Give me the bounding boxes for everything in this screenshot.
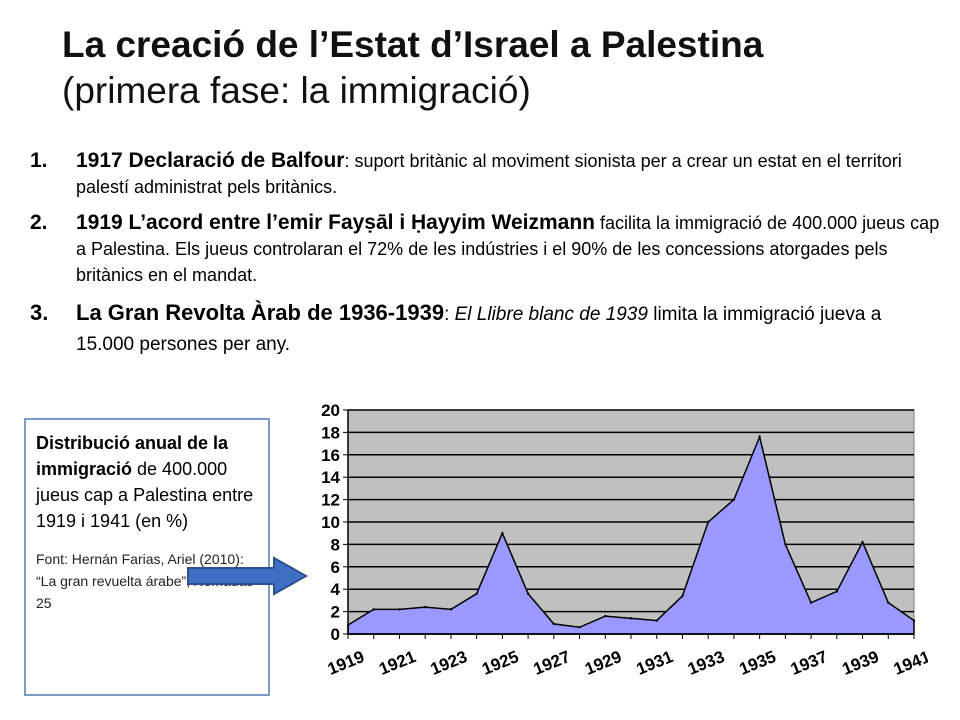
caption-heading: Distribució anual de la immigració (36, 433, 229, 479)
data-point (526, 592, 530, 595)
y-tick-label: 18 (321, 423, 340, 442)
y-tick-label: 6 (331, 558, 340, 577)
data-point (604, 614, 607, 618)
immigration-area-chart: 0 2 4 6 8 10 12 14 16 18 20 1919 1921 1923 1925 1927 192… (321, 401, 928, 679)
y-tick-label: 4 (331, 580, 341, 599)
x-tick-label: 1923 (428, 647, 470, 679)
point-number: 1. (30, 149, 48, 172)
x-tick-label: 1939 (839, 647, 881, 679)
point-heading: La Gran Revolta Àrab de 1936-1939 (76, 300, 445, 325)
y-tick-label: 14 (321, 468, 340, 487)
slide-title: La creació de l’Estat d’Israel a Palesti… (62, 22, 942, 114)
x-tick-label: 1919 (325, 647, 367, 679)
x-tick-label: 1931 (634, 647, 676, 679)
point-heading: 1919 L’acord entre l’emir Fayṣāl i Ḥayyi… (76, 211, 596, 234)
data-point (784, 543, 787, 546)
data-point (398, 608, 401, 611)
data-point (809, 601, 813, 604)
x-tick-label: 1933 (685, 647, 727, 679)
data-point (732, 498, 736, 501)
point-balfour: 1. 1917 Declaració de Balfour: suport br… (30, 148, 940, 200)
data-point (681, 594, 684, 598)
x-tick-label: 1935 (736, 647, 778, 679)
chart-caption-box: Distribució anual de la immigració de 40… (24, 418, 270, 696)
x-tick-label: 1929 (582, 647, 624, 679)
point-arab-revolt: 3. La Gran Revolta Àrab de 1936-1939: El… (30, 298, 940, 360)
immigration-series-area (347, 434, 915, 635)
data-point (372, 608, 375, 611)
data-point (449, 608, 453, 611)
key-points-list: 1. 1917 Declaració de Balfour: suport br… (30, 148, 940, 370)
data-point (706, 520, 710, 524)
y-tick-label: 16 (321, 446, 340, 465)
x-tick-label: 1921 (376, 647, 418, 679)
white-paper-title: El Llibre blanc de 1939 (454, 304, 648, 325)
point-text: : suport britànic al moviment sionista p… (76, 151, 902, 197)
point-number: 3. (30, 300, 49, 325)
x-tick-label: 1925 (479, 647, 521, 679)
y-tick-label: 8 (331, 535, 340, 554)
title-main: La creació de l’Estat d’Israel a Palesti… (62, 24, 764, 65)
point-number: 2. (30, 211, 48, 234)
data-point (475, 592, 478, 595)
y-tick-label: 10 (321, 513, 340, 532)
y-tick-label: 12 (321, 491, 340, 510)
point-text: facilita la immigració de 400.000 jueus … (76, 213, 940, 285)
data-point (758, 435, 761, 439)
data-point (629, 617, 633, 620)
y-tick-label: 0 (331, 625, 340, 644)
data-point (423, 605, 427, 609)
data-point (578, 626, 581, 629)
point-text: limita la immigració jueva a 15.000 pers… (76, 304, 882, 355)
y-tick-label: 20 (321, 401, 340, 420)
data-point (501, 532, 504, 535)
point-faisal-weizmann: 2. 1919 L’acord entre l’emir Fayṣāl i Ḥa… (30, 210, 940, 288)
title-subtitle: (primera fase: la immigració) (62, 70, 531, 111)
data-point (912, 619, 916, 622)
data-point (552, 622, 556, 626)
source-issue: 25 (36, 595, 52, 611)
x-tick-label: 1941 (891, 647, 928, 679)
point-text: : (444, 304, 455, 325)
data-point (655, 619, 658, 622)
data-point (835, 590, 839, 593)
source-text: Font: Hernán Farias, Ariel (2010): “La g… (36, 551, 244, 589)
arrow-icon (187, 556, 309, 596)
y-tick-label: 2 (331, 603, 340, 622)
point-heading: 1917 Declaració de Balfour (76, 149, 345, 172)
x-tick-label: 1937 (788, 647, 830, 679)
data-point (887, 601, 890, 604)
caption-text: de 400.000 jueus cap a Palestina entre 1… (36, 459, 254, 531)
caption-description: Distribució anual de la immigració de 40… (36, 430, 258, 534)
data-point (861, 540, 864, 544)
x-tick-label: 1927 (531, 647, 573, 679)
